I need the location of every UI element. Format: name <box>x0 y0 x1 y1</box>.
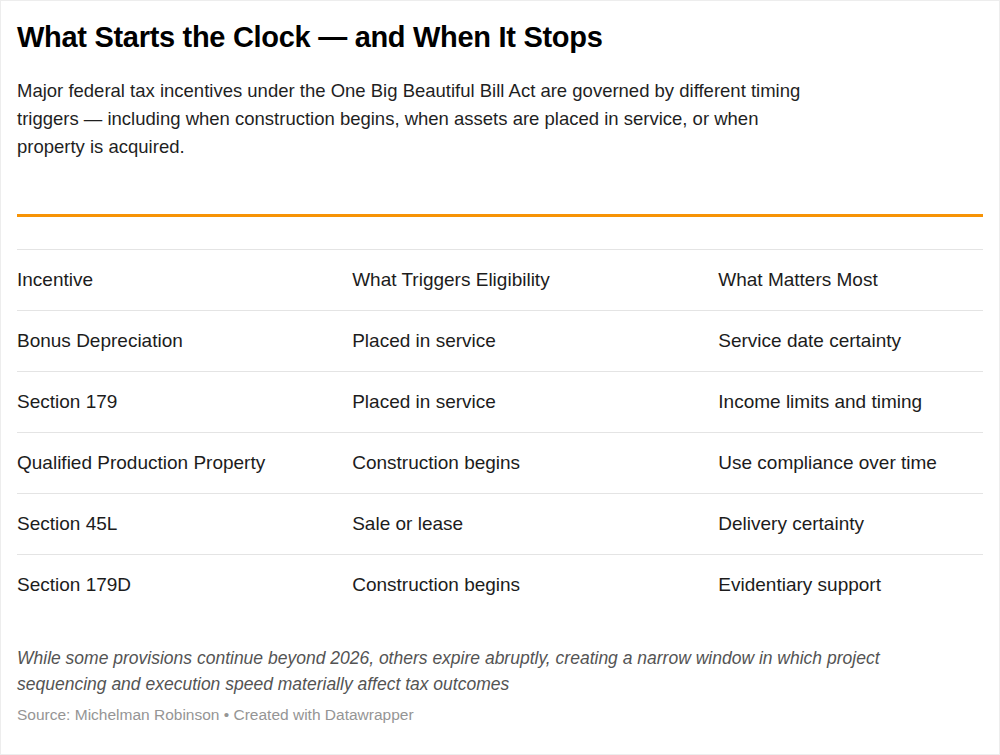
table-cell: Sale or lease <box>352 494 718 555</box>
table-cell: Delivery certainty <box>718 494 983 555</box>
table-cell: Bonus Depreciation <box>17 311 352 372</box>
data-table: Incentive What Triggers Eligibility What… <box>17 249 983 615</box>
table-cell: Income limits and timing <box>718 372 983 433</box>
table-cell: Use compliance over time <box>718 433 983 494</box>
accent-divider-rule <box>17 214 983 217</box>
chart-note: While some provisions continue beyond 20… <box>17 645 983 697</box>
table-row: Section 179 Placed in service Income lim… <box>17 372 983 433</box>
table-cell: Section 45L <box>17 494 352 555</box>
table-cell: Section 179 <box>17 372 352 433</box>
chart-description: Major federal tax incentives under the O… <box>17 77 983 161</box>
table-cell: Section 179D <box>17 555 352 616</box>
table-cell: Service date certainty <box>718 311 983 372</box>
table-cell: Placed in service <box>352 372 718 433</box>
chart-source-byline: Source: Michelman Robinson • Created wit… <box>17 705 983 725</box>
table-row: Section 45L Sale or lease Delivery certa… <box>17 494 983 555</box>
table-cell: Construction begins <box>352 433 718 494</box>
column-header-incentive: Incentive <box>17 250 352 311</box>
table-cell: Qualified Production Property <box>17 433 352 494</box>
table-cell: Evidentiary support <box>718 555 983 616</box>
table-cell: Construction begins <box>352 555 718 616</box>
chart-title: What Starts the Clock — and When It Stop… <box>17 19 983 55</box>
column-header-matters: What Matters Most <box>718 250 983 311</box>
table-header: Incentive What Triggers Eligibility What… <box>17 250 983 311</box>
table-cell: Placed in service <box>352 311 718 372</box>
table-row: Section 179D Construction begins Evident… <box>17 555 983 616</box>
table-header-row: Incentive What Triggers Eligibility What… <box>17 250 983 311</box>
table-row: Qualified Production Property Constructi… <box>17 433 983 494</box>
table-body: Bonus Depreciation Placed in service Ser… <box>17 311 983 616</box>
table-row: Bonus Depreciation Placed in service Ser… <box>17 311 983 372</box>
column-header-trigger: What Triggers Eligibility <box>352 250 718 311</box>
